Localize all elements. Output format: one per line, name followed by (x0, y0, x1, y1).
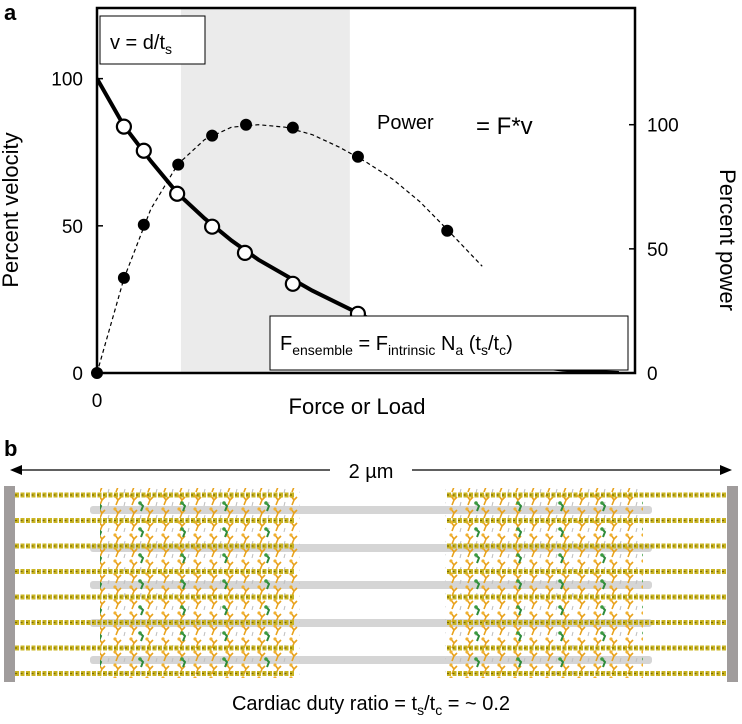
open-marker (135, 142, 152, 159)
fit-curve-dashed (97, 124, 483, 373)
text-run: ) (506, 333, 513, 355)
x-tick-label: 0 (92, 391, 103, 412)
shaded-region (180, 8, 350, 373)
subscript: a (455, 342, 463, 358)
y-tick-label: 50 (62, 217, 83, 238)
text-run: /t (424, 693, 436, 715)
y-axis-label: Percent velocity (0, 132, 23, 287)
filled-marker (137, 218, 150, 231)
open-marker (115, 118, 133, 135)
subscript: s (481, 342, 488, 358)
power-label: Power (377, 112, 434, 134)
text-run: F (280, 333, 292, 355)
caption: Cardiac duty ratio = ts/tc = ~ 0.2 (232, 693, 510, 718)
y2-tick-label: 50 (647, 240, 668, 261)
filled-marker (240, 118, 253, 131)
open-marker (236, 244, 254, 262)
panel-label: b (4, 436, 17, 461)
scale-label: 2 µm (349, 461, 394, 483)
plot-area (97, 8, 619, 373)
ensemble-formula: Fensemble = Fintrinsic Na (ts/tc) (280, 333, 513, 358)
subscript: c (499, 342, 506, 358)
text-run: = F (353, 333, 388, 355)
y2-tick-label: 0 (647, 364, 658, 385)
y-tick-label: 0 (72, 364, 83, 385)
filled-marker (286, 121, 299, 134)
text-run: (t (463, 333, 481, 355)
y2-axis-label: Percent power (715, 169, 740, 311)
y-tick-label: 100 (51, 70, 83, 91)
subscript: ensemble (292, 342, 353, 358)
plot: 0 50 100 0 50 100 0 (51, 8, 679, 412)
filled-marker (206, 129, 219, 142)
subscript: s (165, 41, 172, 57)
scale-arrow (10, 458, 732, 482)
plot-frame (95, 6, 637, 375)
filled-marker (117, 271, 130, 284)
sarcomere (4, 486, 738, 682)
text-run: v = d/t (110, 32, 165, 54)
text-run: Cardiac duty ratio = t (232, 693, 418, 715)
text-run: = ~ 0.2 (442, 693, 510, 715)
text-run: N (435, 333, 455, 355)
filled-marker (351, 150, 364, 163)
formula-box (269, 315, 629, 371)
formula-box (99, 15, 206, 65)
annotations: v = d/ts Power = F*v Fensemble = Fintrin… (99, 15, 629, 371)
panel-label: a (4, 0, 17, 25)
filled-marker (441, 224, 454, 237)
subscript: intrinsic (388, 342, 435, 358)
open-marker (204, 218, 221, 235)
x-axis-label: Force or Load (289, 394, 426, 419)
filled-marker (172, 158, 185, 171)
subscript: c (435, 702, 442, 718)
open-marker (169, 185, 186, 202)
subscript: s (417, 702, 424, 718)
velocity-formula: v = d/ts (110, 32, 172, 57)
text-run: /t (488, 333, 500, 355)
y2-tick-label: 100 (647, 116, 679, 137)
power-formula: = F*v (476, 113, 533, 140)
open-marker (284, 275, 301, 292)
